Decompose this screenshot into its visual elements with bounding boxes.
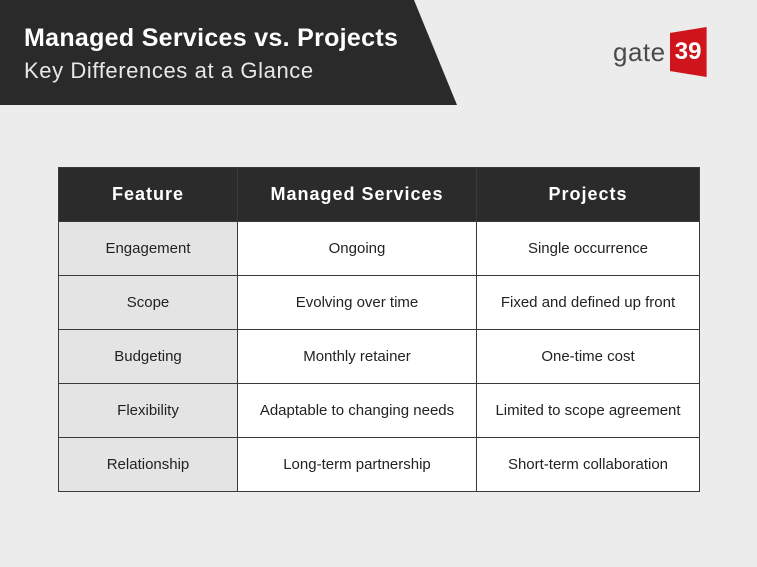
projects-cell: Fixed and defined up front bbox=[476, 275, 700, 330]
column-header-feature: Feature bbox=[58, 167, 238, 222]
title-banner bbox=[0, 0, 457, 105]
feature-cell: Scope bbox=[58, 275, 238, 330]
gate39-logo: gate 39 bbox=[613, 27, 707, 77]
projects-cell: Single occurrence bbox=[476, 221, 700, 276]
managed-services-cell: Evolving over time bbox=[237, 275, 477, 330]
column-header-managed-services: Managed Services bbox=[237, 167, 477, 222]
logo-badge: 39 bbox=[669, 27, 707, 77]
logo-badge-shape-icon bbox=[669, 27, 707, 77]
feature-cell: Budgeting bbox=[58, 329, 238, 384]
feature-cell: Engagement bbox=[58, 221, 238, 276]
feature-cell: Relationship bbox=[58, 437, 238, 492]
managed-services-cell: Adaptable to changing needs bbox=[237, 383, 477, 438]
table-row: Scope Evolving over time Fixed and defin… bbox=[58, 275, 700, 330]
projects-cell: Limited to scope agreement bbox=[476, 383, 700, 438]
managed-services-cell: Monthly retainer bbox=[237, 329, 477, 384]
managed-services-cell: Long-term partnership bbox=[237, 437, 477, 492]
projects-cell: One-time cost bbox=[476, 329, 700, 384]
logo-badge-number: 39 bbox=[674, 38, 702, 65]
table-row: Flexibility Adaptable to changing needs … bbox=[58, 383, 700, 438]
managed-services-cell: Ongoing bbox=[237, 221, 477, 276]
projects-cell: Short-term collaboration bbox=[476, 437, 700, 492]
table-header-row: Feature Managed Services Projects bbox=[58, 167, 700, 222]
feature-cell: Flexibility bbox=[58, 383, 238, 438]
table-row: Budgeting Monthly retainer One-time cost bbox=[58, 329, 700, 384]
table-row: Engagement Ongoing Single occurrence bbox=[58, 221, 700, 276]
comparison-table: Feature Managed Services Projects Engage… bbox=[58, 167, 700, 492]
table-row: Relationship Long-term partnership Short… bbox=[58, 437, 700, 492]
logo-text: gate bbox=[613, 36, 666, 67]
column-header-projects: Projects bbox=[476, 167, 700, 222]
page-title: Managed Services vs. Projects bbox=[24, 24, 399, 52]
page-subtitle: Key Differences at a Glance bbox=[24, 58, 314, 83]
